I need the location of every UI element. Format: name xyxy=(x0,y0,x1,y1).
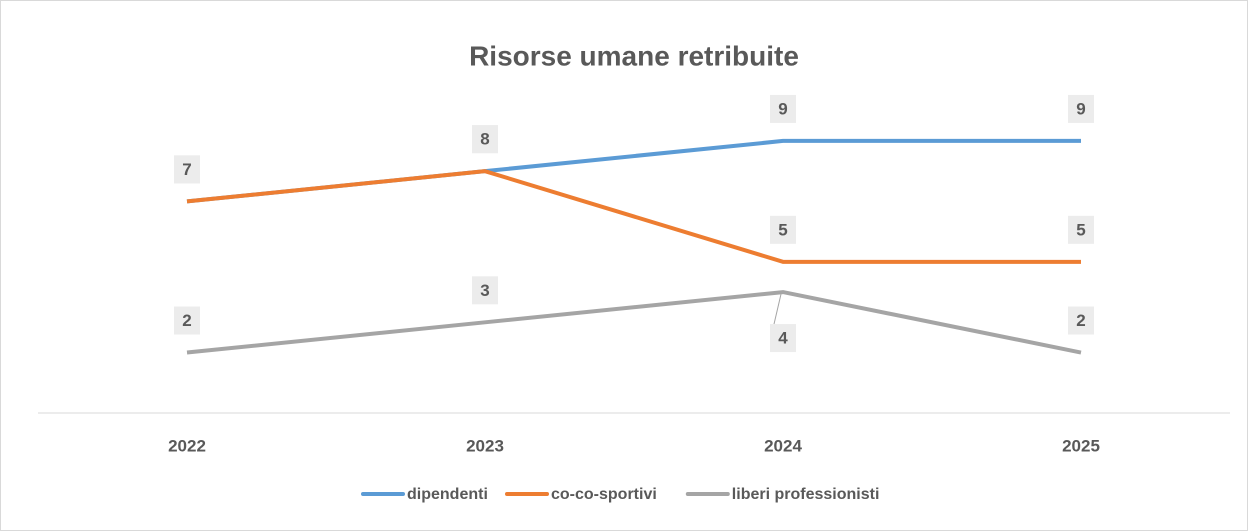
data-label-box xyxy=(1068,306,1094,335)
data-label-box xyxy=(472,125,498,154)
data-label-box xyxy=(770,94,796,123)
series-line xyxy=(186,169,1081,264)
series-line xyxy=(186,290,1082,355)
data-label: 2 xyxy=(1076,311,1085,330)
data-label: 7 xyxy=(182,160,191,179)
legend-label: liberi professionisti xyxy=(732,486,880,503)
data-label: 3 xyxy=(480,281,489,300)
data-label-box xyxy=(472,276,498,305)
data-label-box xyxy=(1068,215,1094,244)
data-label-box xyxy=(770,324,796,353)
data-label-box xyxy=(174,306,200,335)
data-label: 2 xyxy=(182,311,191,330)
legend-label: co-co-sportivi xyxy=(551,486,657,503)
x-tick-label: 2023 xyxy=(466,436,504,455)
data-label: 9 xyxy=(778,99,787,118)
data-label: 5 xyxy=(778,220,787,239)
data-label-box xyxy=(1068,94,1094,123)
data-label: 9 xyxy=(1076,99,1085,118)
data-label: 4 xyxy=(778,329,788,348)
leader-line xyxy=(773,293,782,325)
data-label-box xyxy=(174,155,200,184)
legend-label: dipendenti xyxy=(407,486,488,503)
data-label: 8 xyxy=(480,130,489,149)
data-label-box xyxy=(770,215,796,244)
x-tick-label: 2024 xyxy=(764,436,802,455)
chart-title: Risorse umane retribuite xyxy=(469,40,799,71)
data-label: 5 xyxy=(1076,220,1085,239)
x-tick-label: 2025 xyxy=(1062,436,1100,455)
x-tick-label: 2022 xyxy=(168,436,206,455)
